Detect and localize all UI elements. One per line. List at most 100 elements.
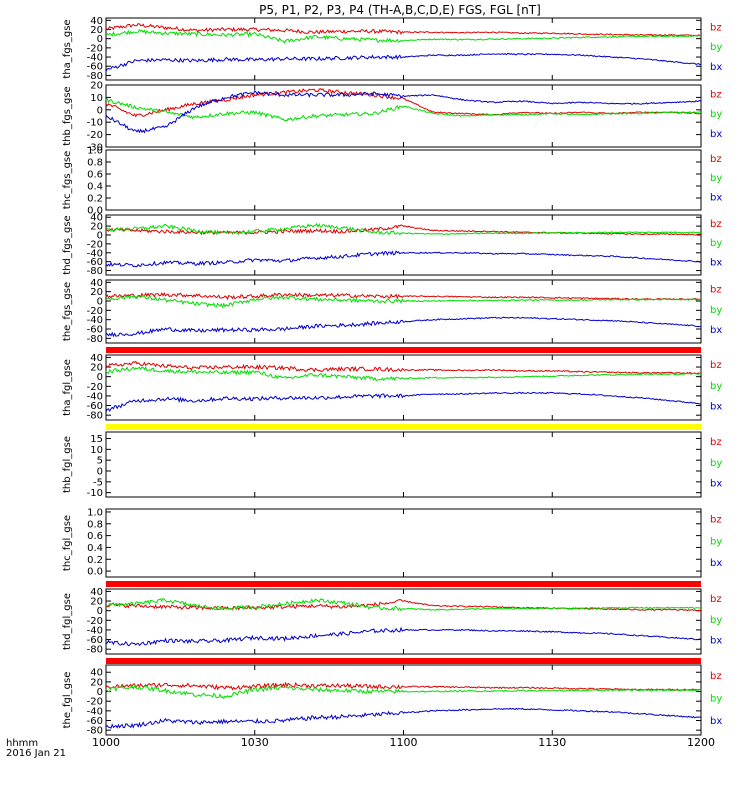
legend-bz: bz [710, 89, 722, 100]
series-line-by [105, 294, 702, 309]
y-tick-label: 0.8 [87, 158, 103, 169]
y-axis-label: tha_fgl_gse [62, 359, 73, 416]
series-line-bx [105, 707, 702, 729]
y-tick-label: 20 [90, 287, 103, 298]
legend-bx: bx [710, 129, 722, 140]
panel-frame [105, 214, 702, 276]
y-axis-label: tha_fgs_gse [62, 19, 73, 78]
y-tick-label: -80 [87, 71, 103, 82]
y-tick-label: 1.0 [87, 507, 103, 518]
y-tick-label: 40 [90, 587, 103, 598]
y-tick-label: -80 [87, 411, 103, 422]
y-tick-label: 0 [97, 105, 103, 116]
y-tick-label: 10 [90, 93, 103, 104]
y-tick-label: -60 [87, 62, 103, 73]
y-tick-label: 0.0 [87, 567, 103, 578]
panel-frame [105, 431, 702, 498]
series-line-bz [105, 88, 702, 118]
y-tick-label: 0 [97, 297, 103, 308]
y-tick-label: 0.6 [87, 531, 103, 542]
x-tick-label: 1000 [92, 736, 120, 749]
series-line-bx [105, 90, 702, 134]
y-tick-label: 0.0 [87, 206, 103, 217]
status-bar [106, 424, 701, 430]
y-tick-label: -20 [87, 382, 103, 393]
y-tick-label: 40 [90, 213, 103, 224]
series-line-bx [105, 250, 702, 268]
status-bar [106, 347, 701, 353]
y-axis-label: thb_fgs_gse [62, 86, 73, 145]
y-tick-label: 20 [90, 81, 103, 92]
series-line-by [105, 28, 702, 44]
y-tick-label: -20 [87, 130, 103, 141]
y-tick-label: 0.4 [87, 543, 103, 554]
y-tick-label: -10 [87, 118, 103, 129]
y-tick-label: 0 [97, 606, 103, 617]
legend-bx: bx [710, 716, 722, 727]
series-line-bx [105, 626, 702, 647]
x-tick-label: 1100 [390, 736, 418, 749]
y-axis-label: thd_fgs_gse [62, 215, 73, 274]
legend-bz: bz [710, 671, 722, 682]
status-bars [106, 347, 701, 664]
y-tick-label: 10 [90, 445, 103, 456]
x-axis: hhmm 2016 Jan 21 1000 1030 1100 1130 1200 [6, 736, 715, 759]
y-tick-label: 20 [90, 363, 103, 374]
y-tick-label: 40 [90, 278, 103, 289]
y-tick-label: -20 [87, 616, 103, 627]
y-tick-label: -40 [87, 625, 103, 636]
panel-frame [105, 17, 702, 81]
legend-bx: bx [710, 479, 722, 490]
series-line-bx [105, 52, 702, 72]
y-tick-label: -40 [87, 391, 103, 402]
series-line-by [105, 597, 702, 612]
series-line-by [105, 97, 702, 122]
y-tick-label: 0 [97, 34, 103, 45]
legend-bz: bz [710, 437, 722, 448]
series-line-bz [105, 681, 702, 691]
legend-bz: bz [710, 154, 722, 165]
y-tick-label: -80 [87, 266, 103, 277]
y-tick-label: 5 [97, 456, 103, 467]
panel-frame [105, 149, 702, 211]
y-tick-label: 0.2 [87, 555, 103, 566]
y-tick-label: -20 [87, 239, 103, 250]
legend-bx: bx [710, 62, 722, 73]
y-axis-label: thc_fgl_gse [62, 515, 73, 571]
x-axis-label-line2: 2016 Jan 21 [6, 748, 66, 759]
y-tick-label: -40 [87, 706, 103, 717]
y-tick-label: -40 [87, 53, 103, 64]
y-tick-label: 0 [97, 372, 103, 383]
y-tick-label: 20 [90, 597, 103, 608]
y-tick-label: 0.4 [87, 182, 103, 193]
y-tick-label: -60 [87, 716, 103, 727]
y-axis-label: thd_fgl_gse [62, 593, 73, 650]
legend-bz: bz [710, 285, 722, 296]
y-tick-label: 20 [90, 25, 103, 36]
legend-bx: bx [710, 402, 722, 413]
y-tick-label: 0.2 [87, 194, 103, 205]
x-tick-label: 1200 [687, 736, 715, 749]
legend-by: by [710, 109, 722, 120]
legend-by: by [710, 381, 722, 392]
y-tick-label: -60 [87, 257, 103, 268]
legend-by: by [710, 42, 722, 53]
legend-by: by [710, 615, 722, 626]
series-line-bz [105, 23, 702, 37]
legend-bz: bz [710, 515, 722, 526]
chart-title: P5, P1, P2, P3, P4 (TH-A,B,C,D,E) FGS, F… [259, 3, 541, 17]
series-line-bz [105, 224, 702, 236]
y-tick-label: -80 [87, 726, 103, 737]
series-line-bz [105, 360, 702, 375]
y-tick-label: 20 [90, 222, 103, 233]
panel-frame [105, 279, 702, 344]
y-tick-label: -20 [87, 43, 103, 54]
